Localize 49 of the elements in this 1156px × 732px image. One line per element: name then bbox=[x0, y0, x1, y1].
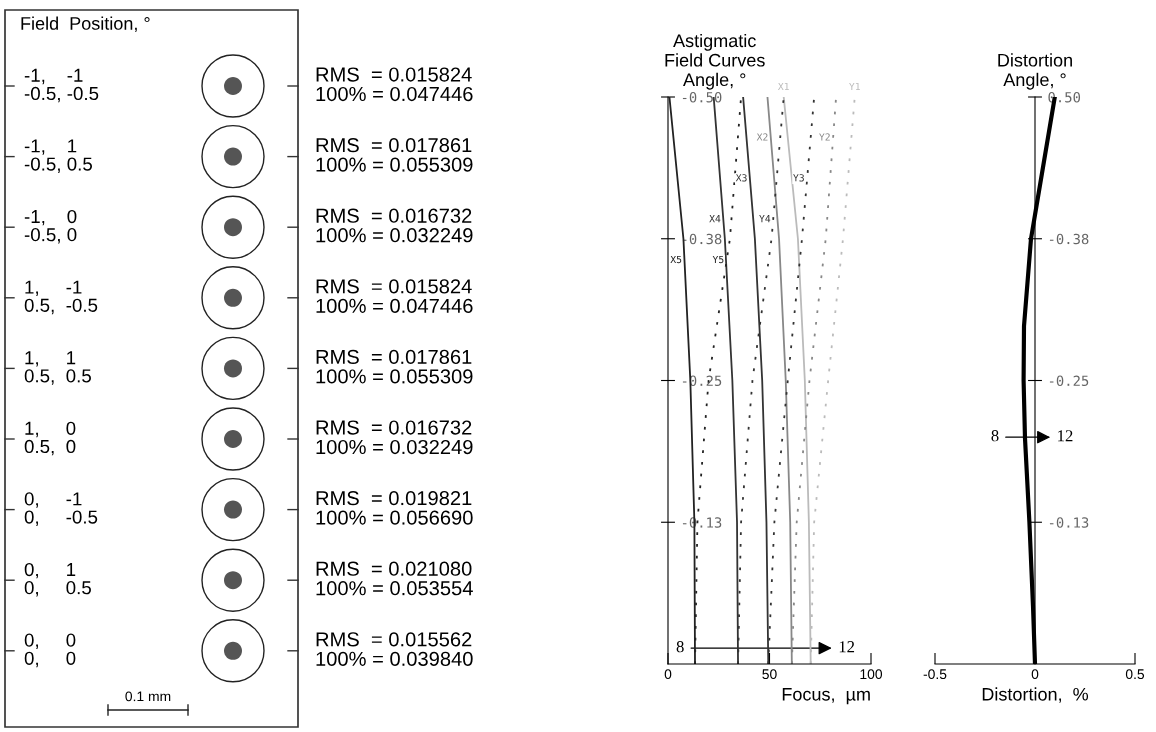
y-tick-label: -0.50 bbox=[682, 92, 722, 103]
text: RMS = 0.016732 100% = 0.032249 bbox=[316, 420, 473, 455]
text: 0, 0 0, 0 bbox=[24, 633, 76, 668]
y-tick-label: -0.38 bbox=[1049, 233, 1089, 245]
x-axis-title: Distortion, % bbox=[982, 687, 1089, 703]
text: 1, 0 0.5, 0 bbox=[24, 421, 76, 456]
y-tick-label: -0.38 bbox=[682, 233, 722, 245]
chart-title: Distortion Angle, ° bbox=[998, 53, 1072, 90]
x-tick-label: 0 bbox=[664, 669, 672, 680]
x-axis-title: Focus, µm bbox=[782, 688, 870, 705]
series-label: Y3 bbox=[793, 174, 804, 182]
x-tick-label: 100 bbox=[860, 669, 883, 680]
x-tick-label: 0 bbox=[1031, 669, 1039, 680]
text: RMS = 0.017861 100% = 0.055309 bbox=[316, 137, 473, 172]
series-label: Y4 bbox=[759, 215, 771, 223]
annotation: 12 bbox=[839, 641, 855, 653]
text: RMS = 0.015824 100% = 0.047446 bbox=[316, 67, 473, 102]
text: -1, 1 -0.5, 0.5 bbox=[24, 139, 93, 173]
series-label: X3 bbox=[735, 174, 747, 182]
annotation: 8 bbox=[676, 641, 684, 653]
chart-title: Astigmatic Field Curves Angle, ° bbox=[665, 33, 765, 90]
x-tick-label: 50 bbox=[762, 669, 777, 680]
x-tick-label: -0.5 bbox=[923, 669, 947, 680]
series-label: X1 bbox=[777, 82, 789, 90]
text: RMS = 0.021080 100% = 0.053554 bbox=[316, 561, 473, 596]
text: -1, -1 -0.5, -0.5 bbox=[24, 68, 99, 103]
x-tick-label: 0.5 bbox=[1125, 669, 1145, 680]
series-label: X5 bbox=[670, 255, 682, 264]
y-tick-label: -0.25 bbox=[1049, 375, 1089, 387]
text: 0, 1 0, 0.5 bbox=[24, 562, 91, 597]
series-label: X2 bbox=[756, 133, 768, 141]
text: Field Position, ° bbox=[21, 16, 150, 32]
series-label: Y5 bbox=[712, 255, 724, 264]
text: RMS = 0.015824 100% = 0.047446 bbox=[316, 279, 473, 313]
text: 1, -1 0.5, -0.5 bbox=[24, 280, 98, 315]
text: -1, 0 -0.5, 0 bbox=[24, 209, 77, 244]
text: 0, -1 0, -0.5 bbox=[24, 492, 98, 526]
series-label: X4 bbox=[709, 215, 721, 223]
series-label: Y1 bbox=[849, 82, 860, 90]
text: RMS = 0.017861 100% = 0.055309 bbox=[316, 349, 473, 384]
text: RMS = 0.015562 100% = 0.039840 bbox=[316, 632, 473, 666]
text: RMS = 0.019821 100% = 0.056690 bbox=[316, 490, 473, 525]
text: RMS = 0.016732 100% = 0.032249 bbox=[316, 208, 473, 243]
annotation: 12 bbox=[1058, 430, 1073, 442]
text: 1, 1 0.5, 0.5 bbox=[24, 351, 91, 385]
y-tick-label: -0.13 bbox=[1049, 517, 1089, 528]
text: 0.1 mm bbox=[125, 691, 171, 702]
series-label: Y2 bbox=[819, 133, 830, 141]
annotation: 8 bbox=[991, 430, 999, 442]
